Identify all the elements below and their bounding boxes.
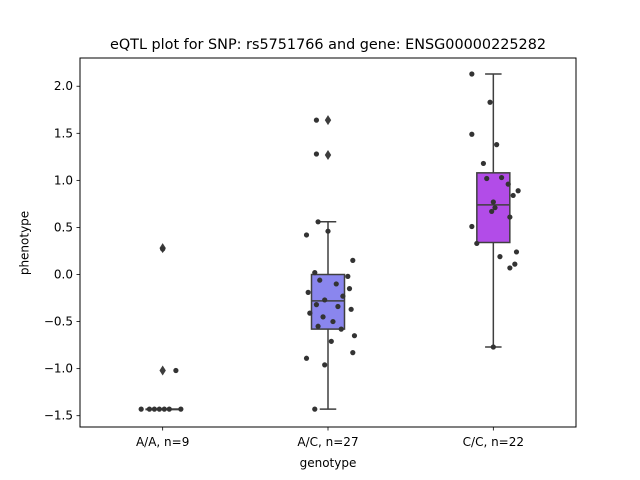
data-point	[490, 344, 496, 350]
data-point	[345, 273, 351, 279]
data-point	[340, 293, 346, 299]
data-point	[322, 362, 328, 368]
data-point	[348, 306, 354, 312]
y-tick-label: −0.5	[44, 315, 73, 329]
data-point	[507, 265, 513, 271]
data-point	[469, 131, 475, 137]
data-point	[156, 406, 162, 412]
sample-points	[138, 246, 184, 412]
data-point	[325, 228, 331, 234]
sample-points	[303, 117, 358, 412]
data-point	[312, 406, 318, 412]
data-point	[320, 314, 326, 320]
x-axis: A/A, n=9 A/C, n=27 C/C, n=22	[136, 427, 524, 449]
data-point	[505, 181, 511, 187]
data-point	[160, 246, 166, 252]
data-point	[313, 151, 320, 157]
data-point	[350, 350, 356, 356]
data-point	[480, 160, 487, 167]
box-group	[310, 115, 346, 410]
data-point	[490, 199, 496, 205]
data-point	[328, 338, 334, 344]
data-point	[338, 326, 344, 332]
data-point	[307, 310, 313, 316]
data-point	[510, 192, 516, 199]
y-tick-label: 1.0	[54, 173, 73, 187]
plot-area	[138, 71, 521, 412]
data-point	[313, 302, 320, 308]
data-point	[492, 205, 498, 211]
x-tick-label: A/C, n=27	[297, 435, 358, 449]
data-point	[303, 232, 310, 238]
data-point	[333, 281, 339, 287]
outlier-marker	[324, 115, 332, 126]
data-point	[151, 406, 157, 412]
data-point	[499, 174, 505, 181]
data-point	[489, 208, 495, 215]
data-point	[166, 406, 172, 412]
y-tick-label: 0.5	[54, 220, 73, 234]
data-point	[173, 367, 179, 374]
box	[310, 273, 346, 330]
y-tick-label: 0.0	[54, 268, 73, 282]
y-tick-label: 1.5	[54, 126, 73, 140]
data-point	[497, 254, 503, 260]
data-point	[303, 355, 310, 361]
data-point	[513, 249, 520, 255]
sample-points	[469, 71, 521, 350]
data-point	[317, 277, 323, 283]
data-point	[469, 71, 475, 77]
data-point	[146, 406, 153, 412]
data-point	[313, 117, 320, 123]
data-point	[335, 303, 341, 310]
data-point	[515, 188, 521, 194]
data-point	[507, 214, 513, 220]
data-point	[494, 142, 500, 148]
data-point	[330, 318, 336, 325]
outlier-marker	[159, 365, 166, 376]
box-group	[145, 243, 180, 411]
data-point	[315, 323, 321, 329]
data-point	[351, 333, 358, 339]
data-point	[305, 289, 311, 295]
data-point	[512, 261, 518, 267]
y-axis: −1.5 −1.0 −0.5 0.0 0.5 1.0 1.5 2.0	[44, 79, 80, 423]
y-tick-label: −1.0	[44, 362, 73, 376]
data-point	[474, 240, 480, 247]
x-tick-label: C/C, n=22	[463, 435, 524, 449]
data-point	[469, 223, 475, 230]
y-tick-label: −1.5	[44, 409, 73, 423]
data-point	[487, 99, 493, 105]
data-point	[178, 406, 184, 412]
outlier-marker	[324, 149, 332, 160]
data-point	[346, 286, 353, 292]
x-axis-label: genotype	[300, 456, 357, 470]
data-point	[138, 406, 144, 412]
y-tick-label: 2.0	[54, 79, 73, 93]
data-point	[350, 257, 356, 263]
data-point	[312, 270, 318, 276]
data-point	[484, 175, 490, 182]
y-axis-label: phenotype	[18, 211, 32, 275]
x-tick-label: A/A, n=9	[136, 435, 189, 449]
data-point	[322, 297, 328, 303]
data-point	[315, 219, 321, 225]
data-point	[161, 406, 167, 412]
chart-title: eQTL plot for SNP: rs5751766 and gene: E…	[110, 37, 546, 53]
